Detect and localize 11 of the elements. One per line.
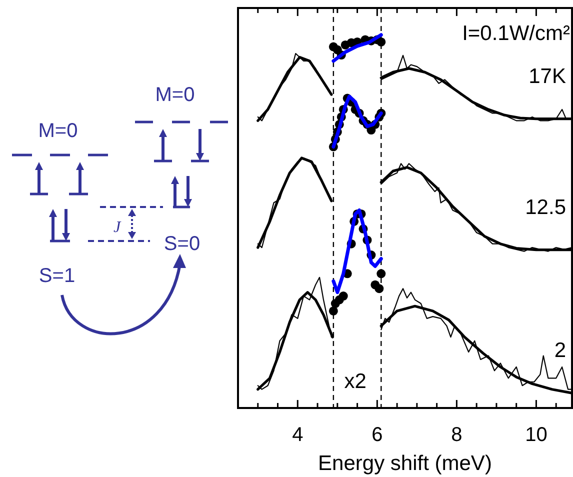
series-label: 2 (554, 339, 566, 362)
series-label: 17K (528, 64, 566, 88)
x-tick-label: 8 (451, 424, 462, 446)
series-label: 12.5 (525, 196, 566, 219)
x-tick-label: 10 (525, 424, 548, 446)
x-axis-title: Energy shift (meV) (318, 452, 492, 475)
x-tick-label: 6 (372, 424, 383, 446)
x-tick-label: 4 (292, 424, 304, 446)
energy-level-diagram: M=0 M=0 S=1 S=0 J (12, 84, 228, 335)
annotation: x2 (344, 370, 366, 393)
annotation: I=0.1W/cm² (462, 22, 570, 45)
